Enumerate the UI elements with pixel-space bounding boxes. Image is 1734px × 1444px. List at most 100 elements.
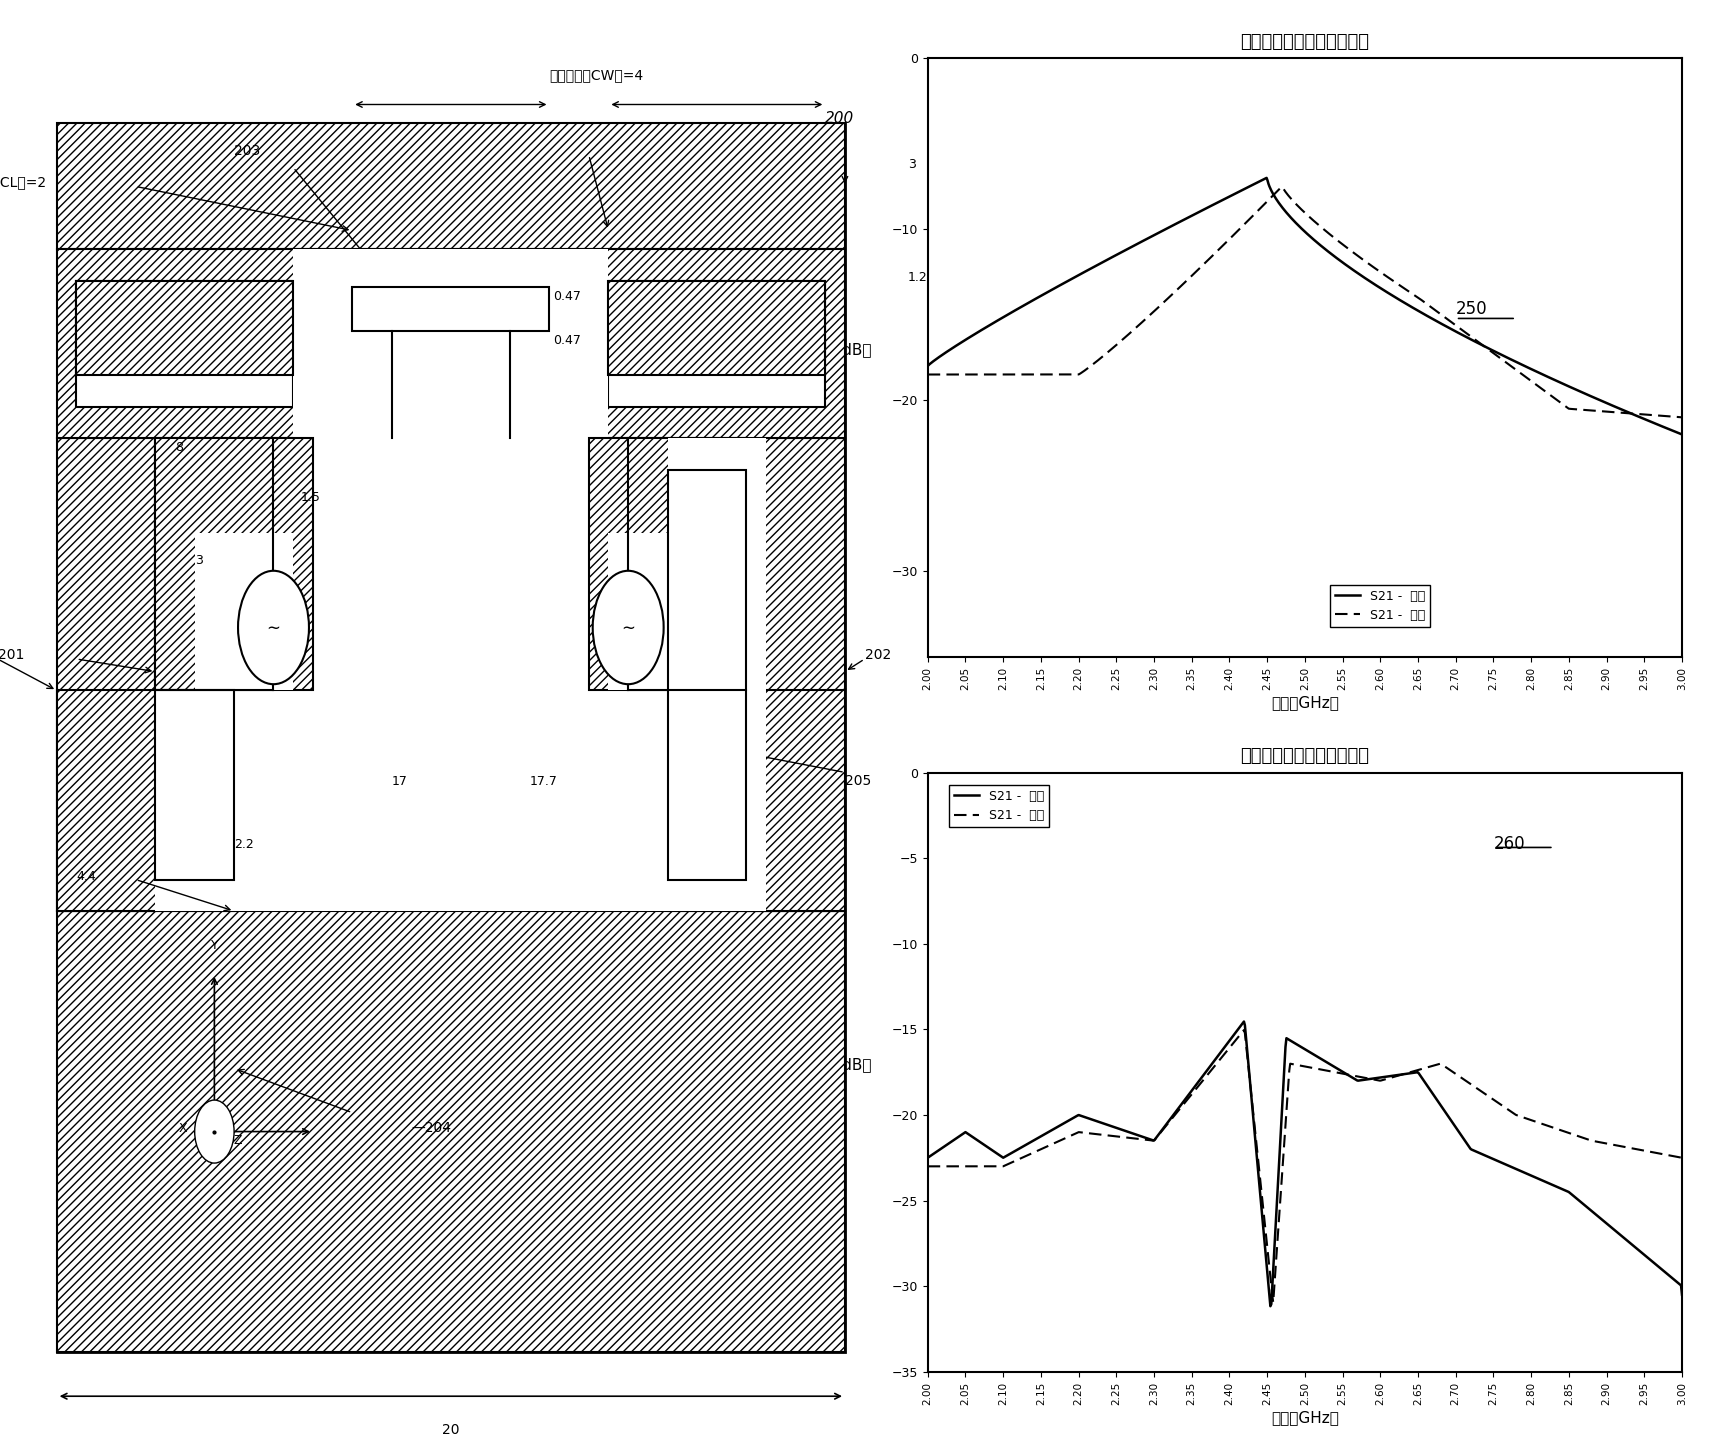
Bar — [590, 439, 746, 690]
Text: 17.7: 17.7 — [529, 775, 558, 788]
Bar — [156, 439, 746, 911]
S21 -  测量 — [1569, 1128, 1590, 1145]
Bar — [57, 911, 844, 1352]
Text: 203: 203 — [234, 144, 260, 157]
Text: 3: 3 — [194, 554, 203, 567]
Line: S21 -  仿真: S21 - 仿真 — [928, 1021, 1682, 1307]
S21 -  仿真 — [964, 1129, 985, 1147]
Text: 耦合长度（CL）=2: 耦合长度（CL）=2 — [0, 175, 47, 189]
S21 -  仿真 — [1233, 1012, 1254, 1030]
S21 -  测量 — [1568, 401, 1588, 419]
Text: 3: 3 — [909, 157, 916, 170]
Title: 不具有耦合元件隔离的天线: 不具有耦合元件隔离的天线 — [1240, 33, 1370, 51]
Circle shape — [593, 570, 664, 684]
Bar — [352, 287, 550, 331]
S21 -  仿真 — [917, 357, 938, 374]
Legend: S21 -  仿真, S21 -  测量: S21 - 仿真, S21 - 测量 — [948, 784, 1049, 827]
Title: 不具有耦合元件隔离的天线: 不具有耦合元件隔离的天线 — [1240, 748, 1370, 765]
Text: 200: 200 — [825, 111, 855, 127]
Circle shape — [238, 570, 309, 684]
S21 -  测量 — [1233, 1021, 1254, 1038]
Bar — [57, 123, 844, 250]
Bar — [194, 533, 293, 690]
Text: ∼: ∼ — [267, 618, 281, 637]
S21 -  测量 — [1399, 1064, 1420, 1082]
S21 -  仿真 — [1358, 1070, 1379, 1087]
S21 -  测量 — [917, 1158, 938, 1175]
Bar — [76, 282, 293, 375]
S21 -  仿真 — [964, 326, 985, 344]
Text: 202: 202 — [865, 648, 891, 661]
X-axis label: 频率（GHz）: 频率（GHz） — [1271, 696, 1339, 710]
Bar — [609, 282, 825, 407]
Bar — [156, 439, 312, 690]
S21 -  仿真 — [917, 1149, 938, 1167]
Text: —204: —204 — [411, 1121, 451, 1135]
S21 -  仿真 — [1672, 426, 1692, 443]
Bar — [609, 282, 825, 375]
Text: 1.2: 1.2 — [909, 271, 928, 284]
Text: 20: 20 — [442, 1422, 460, 1437]
Text: 耦合宽度（CW）=4: 耦合宽度（CW）=4 — [550, 68, 643, 82]
S21 -  测量 — [1377, 1070, 1398, 1087]
S21 -  测量 — [1399, 283, 1420, 300]
S21 -  测量 — [1490, 349, 1510, 367]
Text: 17: 17 — [392, 775, 407, 788]
Bar — [668, 690, 844, 911]
Bar — [57, 439, 156, 911]
S21 -  测量 — [917, 365, 938, 383]
Bar — [57, 123, 844, 1352]
S21 -  测量 — [1271, 178, 1292, 195]
Legend: S21 -  仿真, S21 -  测量: S21 - 仿真, S21 - 测量 — [1330, 585, 1431, 627]
S21 -  测量 — [964, 365, 985, 383]
S21 -  测量 — [1672, 409, 1692, 426]
Y-axis label: （dB）: （dB） — [834, 1057, 872, 1071]
Text: ∼: ∼ — [621, 618, 635, 637]
Text: 0.47: 0.47 — [553, 290, 581, 303]
S21 -  仿真 — [1490, 345, 1510, 362]
S21 -  测量 — [1672, 1149, 1692, 1167]
S21 -  仿真 — [1491, 1154, 1512, 1171]
S21 -  仿真 — [1255, 169, 1276, 186]
Text: 4.4: 4.4 — [76, 869, 95, 882]
Text: 2.2: 2.2 — [234, 838, 253, 851]
Line: S21 -  仿真: S21 - 仿真 — [928, 178, 1682, 435]
Bar — [609, 533, 707, 690]
Text: 8: 8 — [175, 440, 184, 453]
S21 -  仿真 — [1569, 1191, 1590, 1209]
Bar — [57, 250, 844, 439]
S21 -  测量 — [1358, 1070, 1379, 1087]
S21 -  仿真 — [1356, 270, 1377, 287]
Text: X: X — [179, 1122, 187, 1135]
Text: 260: 260 — [1493, 836, 1524, 853]
Line: S21 -  测量: S21 - 测量 — [928, 186, 1682, 417]
Bar — [57, 690, 234, 911]
Bar — [156, 690, 234, 879]
Text: 201: 201 — [0, 648, 24, 661]
S21 -  仿真 — [1399, 297, 1420, 315]
Text: 250: 250 — [1457, 300, 1488, 319]
Bar — [76, 282, 293, 407]
Text: Y: Y — [210, 939, 218, 952]
S21 -  仿真 — [1261, 1298, 1281, 1315]
S21 -  测量 — [1491, 1096, 1512, 1113]
S21 -  测量 — [1356, 254, 1377, 271]
X-axis label: 频率（GHz）: 频率（GHz） — [1271, 1411, 1339, 1425]
Text: 0.47: 0.47 — [553, 334, 581, 347]
Text: 205: 205 — [844, 774, 870, 788]
Text: 1.5: 1.5 — [302, 491, 321, 504]
S21 -  测量 — [1377, 267, 1398, 284]
Bar — [668, 469, 746, 879]
S21 -  仿真 — [1377, 1069, 1398, 1086]
Bar — [668, 439, 766, 911]
S21 -  仿真 — [1399, 1064, 1420, 1082]
S21 -  测量 — [964, 1158, 985, 1175]
Y-axis label: （dB）: （dB） — [834, 342, 872, 357]
Line: S21 -  测量: S21 - 测量 — [928, 1030, 1682, 1302]
Text: Z: Z — [234, 1134, 243, 1147]
Bar — [746, 439, 844, 911]
S21 -  仿真 — [1377, 283, 1398, 300]
S21 -  测量 — [1262, 1294, 1283, 1311]
Bar — [293, 250, 609, 439]
S21 -  仿真 — [1568, 381, 1588, 399]
